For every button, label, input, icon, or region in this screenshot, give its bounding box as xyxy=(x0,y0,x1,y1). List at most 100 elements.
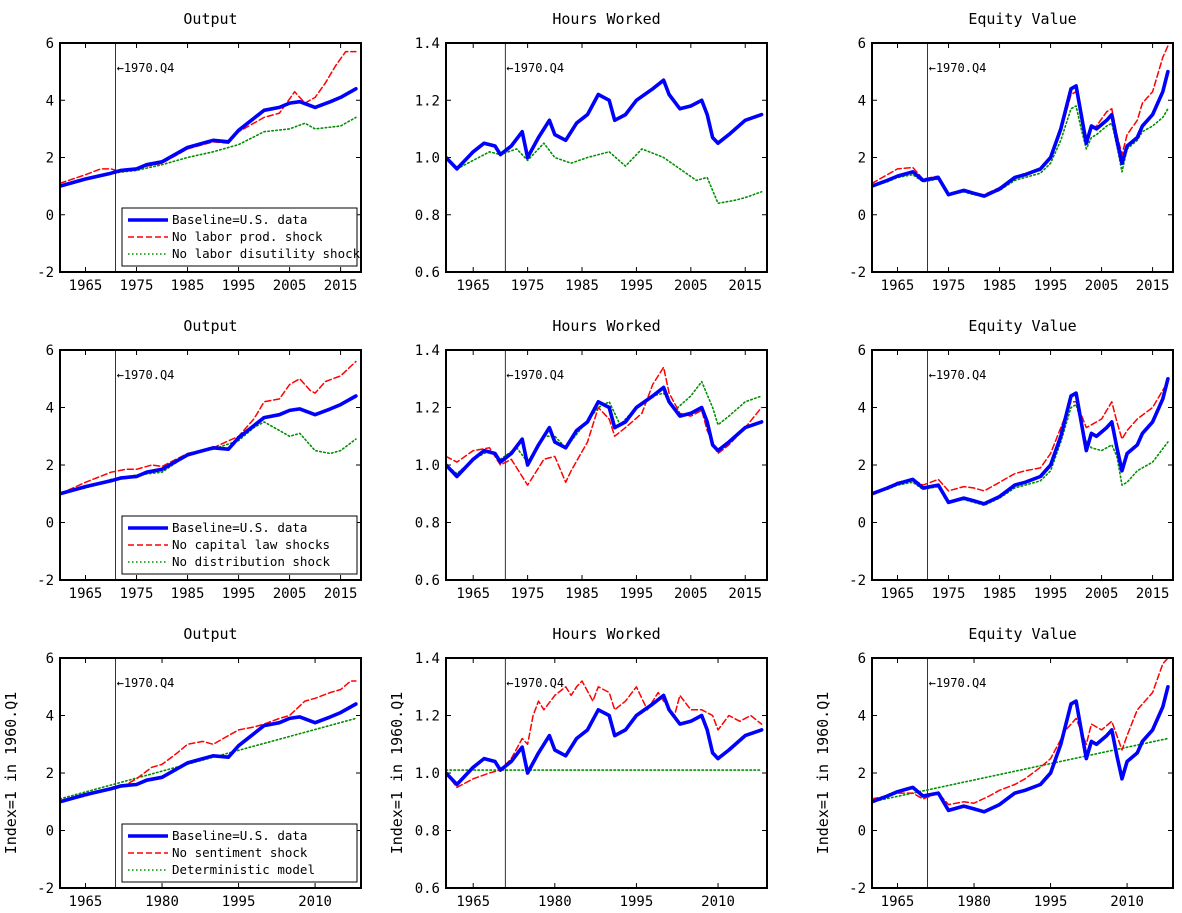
plot-frame xyxy=(871,42,1174,273)
x-tick-label: 1975 xyxy=(120,278,154,294)
series-line-baseline-u-s-data xyxy=(872,69,1170,198)
y-tick-label: 6 xyxy=(46,36,54,52)
vertical-marker-label: ←1970.Q4 xyxy=(506,368,564,382)
y-tick-label: -2 xyxy=(849,265,866,281)
legend-label: No sentiment shock xyxy=(172,845,308,860)
x-tick-label: 1995 xyxy=(1034,586,1068,602)
x-tick-label: 1995 xyxy=(1034,894,1068,910)
x-tick-label: 1965 xyxy=(69,586,103,602)
x-tick-label: 2010 xyxy=(701,894,735,910)
x-tick-label: 2005 xyxy=(674,586,708,602)
y-tick-label: 1.0 xyxy=(415,458,440,474)
y-tick-label: 1.2 xyxy=(415,93,440,109)
y-tick-label: 1.0 xyxy=(415,766,440,782)
x-tick-label: 1965 xyxy=(456,894,490,910)
x-tick-label: 1965 xyxy=(881,278,915,294)
x-tick-label: 2005 xyxy=(273,586,307,602)
y-tick-label: 0 xyxy=(46,208,54,224)
y-tick-label: 1.4 xyxy=(415,651,440,667)
y-tick-label: 0 xyxy=(858,208,866,224)
y-tick-label: 0 xyxy=(46,824,54,840)
x-tick-label: 1980 xyxy=(957,894,991,910)
x-tick-label: 1995 xyxy=(222,586,256,602)
y-tick-label: 6 xyxy=(46,651,54,667)
panel-6-equity-value: Equity Value -2 0 2 4 6 1965 1975 1985 1995 2005 20… xyxy=(849,317,1174,602)
series-line-baseline-u-s-data xyxy=(446,385,764,479)
series-line-no-labor-prod-shock xyxy=(872,45,1169,196)
y-tick-label: 1.0 xyxy=(415,151,440,167)
y-tick-label: 0.8 xyxy=(415,516,440,532)
y-tick-label: 1.4 xyxy=(415,36,440,52)
y-tick-label: 6 xyxy=(858,651,866,667)
plot-frame xyxy=(59,349,362,581)
plot-frame xyxy=(445,657,768,889)
y-tick-label: -2 xyxy=(37,881,54,897)
legend-box xyxy=(121,823,358,883)
y-tick-label: 1.2 xyxy=(415,709,440,725)
series-line-baseline-u-s-data xyxy=(60,87,358,188)
y-tick-label: 4 xyxy=(46,401,54,417)
panel-2-hours-worked: Hours Worked 0.6 0.8 1.0 1.2 1.4 1965 1975 1985 1… xyxy=(415,10,768,294)
plot-frame xyxy=(445,349,768,581)
series-line-baseline-u-s-data xyxy=(446,693,764,787)
y-tick-label: 0.6 xyxy=(415,573,440,589)
x-tick-label: 1985 xyxy=(983,278,1017,294)
x-tick-label: 1985 xyxy=(983,586,1017,602)
y-tick-label: 0.6 xyxy=(415,265,440,281)
y-tick-label: 2 xyxy=(858,766,866,782)
y-tick-label: 1.4 xyxy=(415,343,440,359)
legend-label: No distribution shock xyxy=(172,554,331,569)
series-line-no-distribution-shock xyxy=(446,380,763,475)
y-tick-label: 4 xyxy=(46,93,54,109)
legend-label: No labor prod. shock xyxy=(172,229,323,244)
plot-frame xyxy=(59,42,362,273)
x-tick-label: 2015 xyxy=(728,278,762,294)
legend: Baseline=U.S. data No labor prod. shock No… xyxy=(121,207,361,267)
x-tick-label: 1965 xyxy=(69,894,103,910)
x-tick-label: 1995 xyxy=(1034,278,1068,294)
plot-frame xyxy=(59,657,362,889)
plot-frame xyxy=(871,657,1174,889)
x-tick-label: 1980 xyxy=(145,894,179,910)
y-tick-label: 6 xyxy=(858,343,866,359)
series-line-no-sentiment-shock xyxy=(446,680,763,789)
vertical-marker-label: ←1970.Q4 xyxy=(506,61,564,75)
y-tick-label: 4 xyxy=(858,709,866,725)
panel-7-output: Output Index=1 in 1960.Q1 -2 0 2 4 6 1965 1980 19… xyxy=(2,625,362,910)
series-line-no-labor-disutility-shock xyxy=(446,142,763,205)
panel-9-equity-value: Equity Value Index=1 in 1960.Q1 -2 0 2 4 6 1965… xyxy=(814,625,1174,910)
x-tick-label: 1975 xyxy=(932,586,966,602)
panel-5-hours-worked: Hours Worked 0.6 0.8 1.0 1.2 1.4 1965 1975 1985 1… xyxy=(415,317,768,602)
y-tick-label: 0 xyxy=(858,516,866,532)
x-tick-label: 1965 xyxy=(881,586,915,602)
vertical-marker-label: ←1970.Q4 xyxy=(117,368,175,382)
y-axis-label: Index=1 in 1960.Q1 xyxy=(388,692,406,855)
plot-frame xyxy=(871,349,1174,581)
x-tick-label: 1995 xyxy=(620,586,654,602)
series-line-no-labor-prod-shock xyxy=(446,79,763,170)
legend-label: No capital law shocks xyxy=(172,537,330,552)
x-tick-label: 2005 xyxy=(1085,586,1119,602)
vertical-marker-label: ←1970.Q4 xyxy=(929,676,987,690)
x-tick-label: 1965 xyxy=(456,586,490,602)
vertical-marker-label: ←1970.Q4 xyxy=(929,368,987,382)
plot-frame xyxy=(445,42,768,273)
legend-label: Deterministic model xyxy=(172,862,315,877)
series-line-no-capital-law-shocks xyxy=(60,360,357,495)
x-tick-label: 2015 xyxy=(1136,278,1170,294)
legend-box xyxy=(121,207,358,267)
x-tick-label: 2015 xyxy=(324,278,358,294)
vertical-marker-label: ←1970.Q4 xyxy=(117,676,175,690)
legend: Baseline=U.S. data No sentiment shock Dete… xyxy=(121,823,358,883)
series-line-no-distribution-shock xyxy=(872,403,1169,507)
y-tick-label: -2 xyxy=(849,573,866,589)
y-tick-label: 0.6 xyxy=(415,881,440,897)
series-line-no-capital-law-shocks xyxy=(872,380,1169,495)
y-tick-label: 1.2 xyxy=(415,401,440,417)
y-tick-label: 4 xyxy=(858,93,866,109)
x-tick-label: 1985 xyxy=(171,586,205,602)
x-tick-label: 1985 xyxy=(565,278,599,294)
x-tick-label: 1995 xyxy=(222,278,256,294)
series-line-baseline-u-s-data xyxy=(872,684,1170,814)
y-tick-label: 2 xyxy=(858,151,866,167)
